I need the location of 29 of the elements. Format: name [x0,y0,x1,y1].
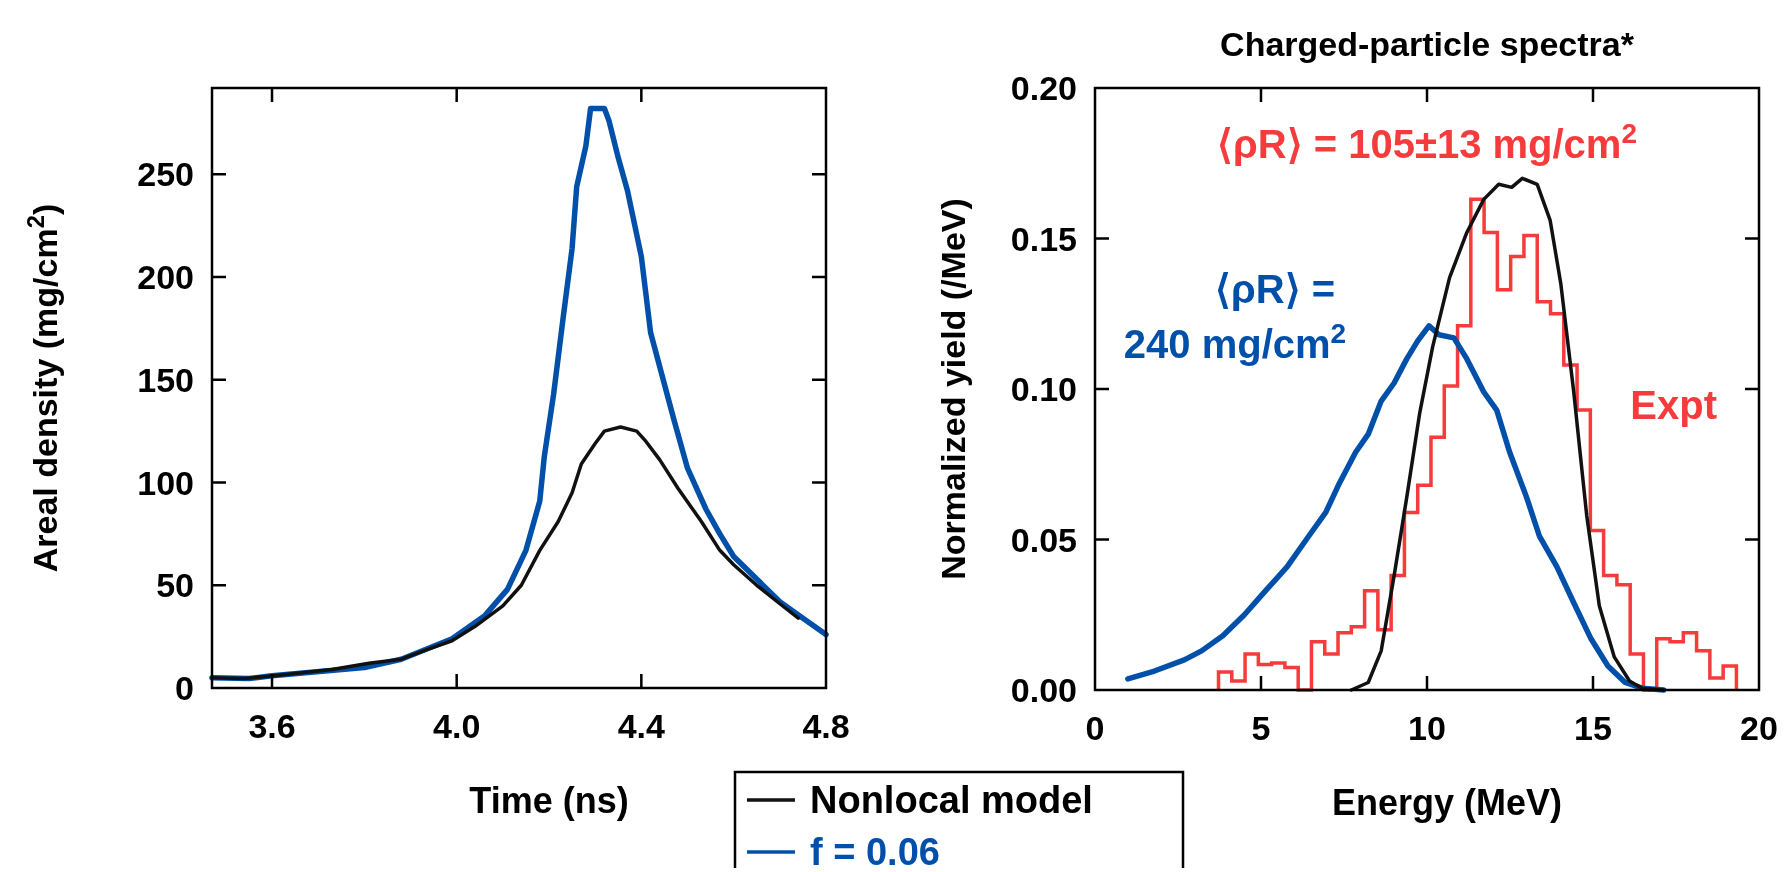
chart-title: Charged-particle spectra* [1220,25,1635,63]
x-tick-label: 4.8 [802,707,850,745]
legend-label: Nonlocal model [810,779,1093,821]
annotation: ⟨ρR⟩ = 105±13 mg/cm$^{2}$ [1216,117,1638,166]
series-label: Expt [1630,383,1718,428]
x-tick-label: 4.4 [617,707,666,745]
x-tick-label: 10 [1408,709,1446,747]
y-tick-label: 0 [175,669,194,707]
x-tick-label: 0 [1085,709,1105,747]
x-tick-label: 3.6 [248,707,296,745]
x-tick-label: 15 [1574,709,1612,747]
y-tick-label: 0.10 [1010,370,1077,408]
y-tick-label: 250 [137,155,194,194]
x-tick-label: 20 [1740,709,1778,747]
x-tick-label: 4.0 [433,707,481,745]
y-tick-label: 150 [137,360,194,399]
y-tick-label: 0.00 [1010,671,1077,709]
y-tick-label: 0.05 [1010,520,1077,559]
y-tick-label: 0.20 [1010,69,1077,107]
y-tick-label: 100 [137,463,194,502]
x-axis-title: Energy (MeV) [1331,782,1563,823]
y-tick-label: 50 [156,566,194,605]
annotation: ⟨ρR⟩ = 240 mg/cm$^{2}$ [1123,267,1347,366]
y-axis-title: Normalized yield (/MeV) [934,198,972,580]
x-axis-title: Time (ns) [469,780,629,821]
legend-label: f = 0.06 [810,831,940,872]
y-tick-label: 200 [137,258,194,297]
y-tick-label: 0.15 [1010,219,1077,258]
x-tick-label: 5 [1251,709,1271,747]
